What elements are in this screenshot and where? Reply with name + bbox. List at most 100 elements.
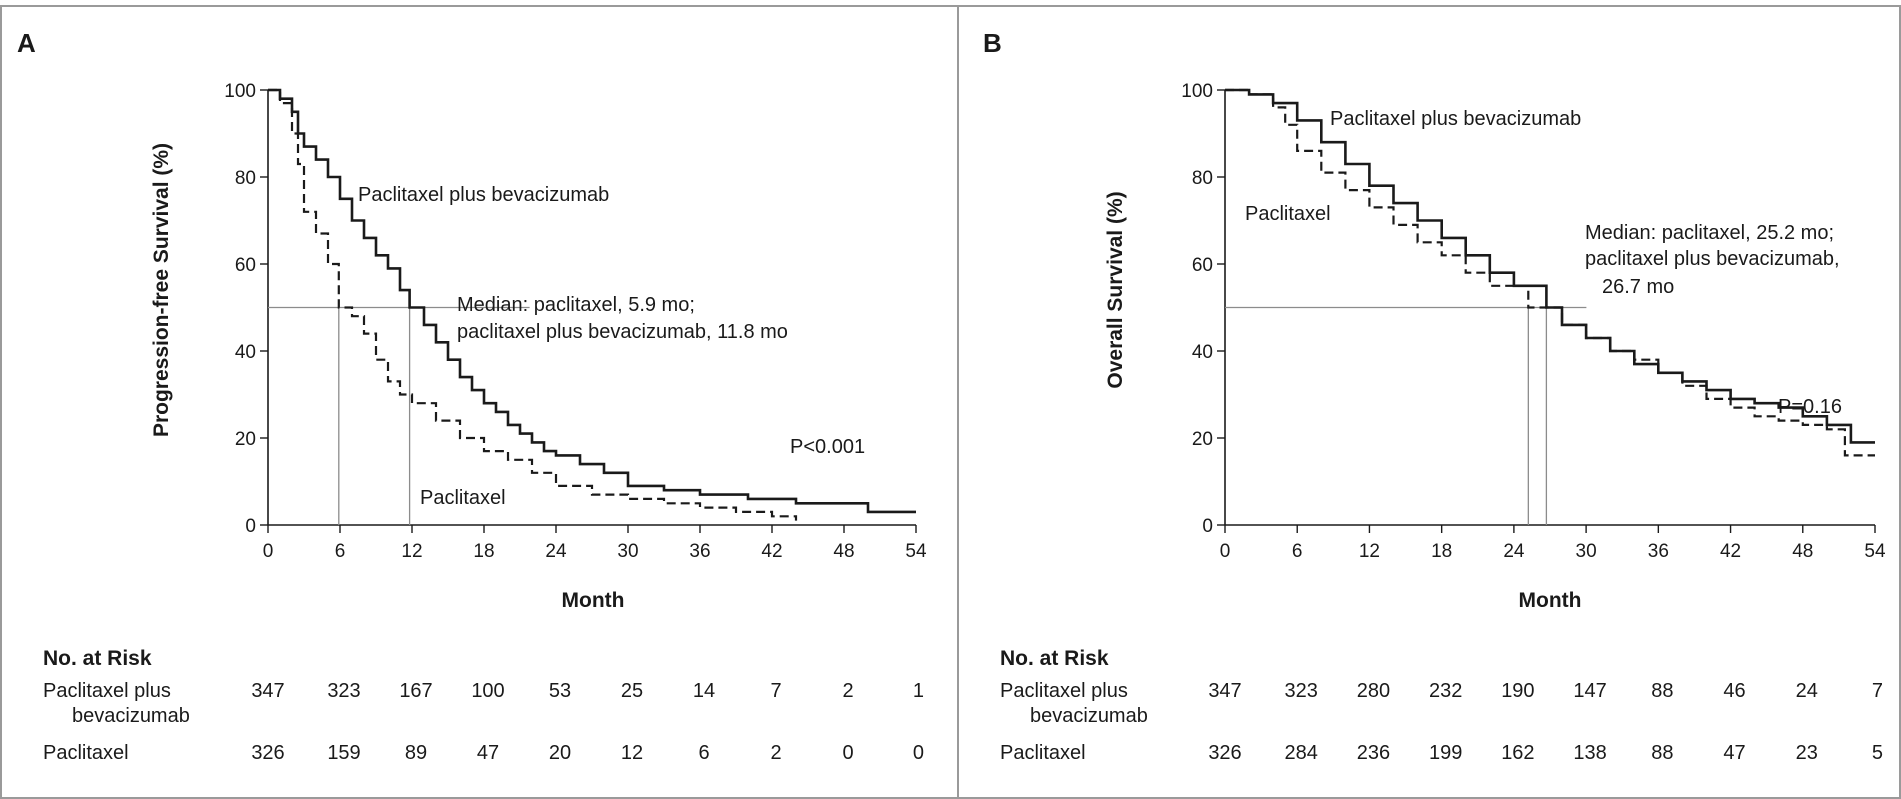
x-tick-label: 36 [689,541,710,562]
at-risk-value: 190 [1501,680,1534,702]
at-risk-value: 23 [1796,742,1818,764]
x-tick-label: 6 [1292,541,1303,562]
x-tick-label: 54 [1864,541,1886,562]
y-tick-label: 20 [235,429,256,450]
y-tick-label: 40 [1192,342,1213,363]
at-risk-value: 0 [913,742,924,764]
panel-letter-b: B [983,28,1002,58]
tick-labels-b: 0 20 40 60 80 100 0 6 12 18 24 30 36 42 48 54 [1181,81,1886,562]
at-risk-value: 25 [621,680,643,702]
at-risk-value: 236 [1357,742,1390,764]
x-tick-label: 48 [833,541,854,562]
y-tick-label: 80 [1192,168,1213,189]
x-tick-label: 12 [401,541,422,562]
at-risk-value: 284 [1285,742,1318,764]
at-risk-value: 88 [1651,742,1673,764]
median-text-b-line2: paclitaxel plus bevacizumab, [1585,248,1840,270]
median-lines-a [268,306,530,525]
at-risk-value: 162 [1501,742,1534,764]
at-risk-label-a-row1-line2: bevacizumab [72,705,190,727]
x-tick-label: 18 [473,541,494,562]
y-tick-label: 60 [235,255,256,276]
at-risk-value: 89 [405,742,427,764]
x-tick-label: 24 [1503,541,1525,562]
at-risk-value: 53 [549,680,571,702]
x-tick-label: 54 [905,541,927,562]
y-tick-label: 40 [235,342,256,363]
x-tick-label: 6 [335,541,346,562]
at-risk-value: 0 [842,742,853,764]
at-risk-value: 88 [1651,680,1673,702]
tick-labels-a: 0 20 40 60 80 100 0 6 12 18 24 30 36 42 48 54 [224,81,927,562]
y-axis-title-a: Progression-free Survival (%) [150,143,173,437]
at-risk-value: 47 [1723,742,1745,764]
median-text-a-line2: paclitaxel plus bevacizumab, 11.8 mo [457,321,788,343]
series-label-paclitaxel-b: Paclitaxel [1245,203,1331,225]
at-risk-label-a-row1-line1: Paclitaxel plus [43,680,171,702]
series-line-paclitaxel [268,88,798,521]
panel-b: B Overall Survival (%) Month 02040608010… [983,28,1886,764]
at-risk-value: 147 [1573,680,1606,702]
at-risk-value: 20 [549,742,571,764]
at-risk-value: 2 [842,680,853,702]
at-risk-value: 7 [1872,680,1883,702]
at-risk-value: 24 [1796,680,1818,702]
x-tick-label: 0 [263,541,274,562]
at-risk-value: 46 [1723,680,1745,702]
panel-letter-a: A [17,28,36,58]
y-tick-label: 80 [235,168,256,189]
x-tick-label: 18 [1431,541,1452,562]
at-risk-label-b-row1-line1: Paclitaxel plus [1000,680,1128,702]
x-tick-label: 42 [1720,541,1741,562]
x-axis-title-b: Month [1519,589,1582,612]
at-risk-label-b-row1-line2: bevacizumab [1030,705,1148,727]
series-label-paclitaxel-a: Paclitaxel [420,487,506,509]
at-risk-value: 159 [327,742,360,764]
x-tick-label: 30 [617,541,638,562]
at-risk-label-b-row2: Paclitaxel [1000,742,1086,764]
y-tick-label: 100 [1181,81,1213,102]
x-tick-label: 30 [1576,541,1597,562]
x-tick-label: 42 [761,541,782,562]
at-risk-value: 2 [770,742,781,764]
median-lines-b [1225,306,1587,525]
at-risk-value: 12 [621,742,643,764]
at-risk-value: 323 [1285,680,1318,702]
p-value-a: P<0.001 [790,436,865,458]
at-risk-value: 280 [1357,680,1390,702]
at-risk-value: 323 [327,680,360,702]
at-risk-title-b: No. at Risk [1000,647,1109,670]
x-tick-label: 48 [1792,541,1813,562]
at-risk-values-b: 347 323 280 232 190 147 88 46 24 7 326 284 236 199 162… [1208,680,1883,764]
series-line-paclitaxel-plus-bevacizumab [268,88,916,514]
at-risk-value: 167 [399,680,432,702]
y-axis-title-b: Overall Survival (%) [1104,191,1127,388]
figure-frame [0,5,1901,799]
y-tick-label: 60 [1192,255,1213,276]
y-tick-label: 0 [245,516,256,537]
y-tick-label: 0 [1202,516,1213,537]
series-b [1225,88,1875,457]
x-tick-label: 36 [1648,541,1669,562]
at-risk-value: 326 [251,742,284,764]
x-tick-label: 0 [1220,541,1231,562]
at-risk-value: 138 [1573,742,1606,764]
at-risk-value: 6 [698,742,709,764]
x-axis-title-a: Month [562,589,625,612]
p-value-b: P=0.16 [1778,396,1842,418]
axes-a [260,89,917,533]
at-risk-value: 347 [1208,680,1241,702]
at-risk-value: 326 [1208,742,1241,764]
at-risk-value: 47 [477,742,499,764]
median-text-b-line3: 26.7 mo [1602,276,1674,298]
at-risk-label-a-row2: Paclitaxel [43,742,129,764]
series-label-combo-b: Paclitaxel plus bevacizumab [1330,108,1581,130]
at-risk-value: 7 [770,680,781,702]
at-risk-value: 232 [1429,680,1462,702]
at-risk-value: 5 [1872,742,1883,764]
at-risk-value: 1 [913,680,924,702]
x-tick-label: 12 [1359,541,1380,562]
panel-a: A Progression-free Survival (%) Month 0 2… [17,28,927,764]
